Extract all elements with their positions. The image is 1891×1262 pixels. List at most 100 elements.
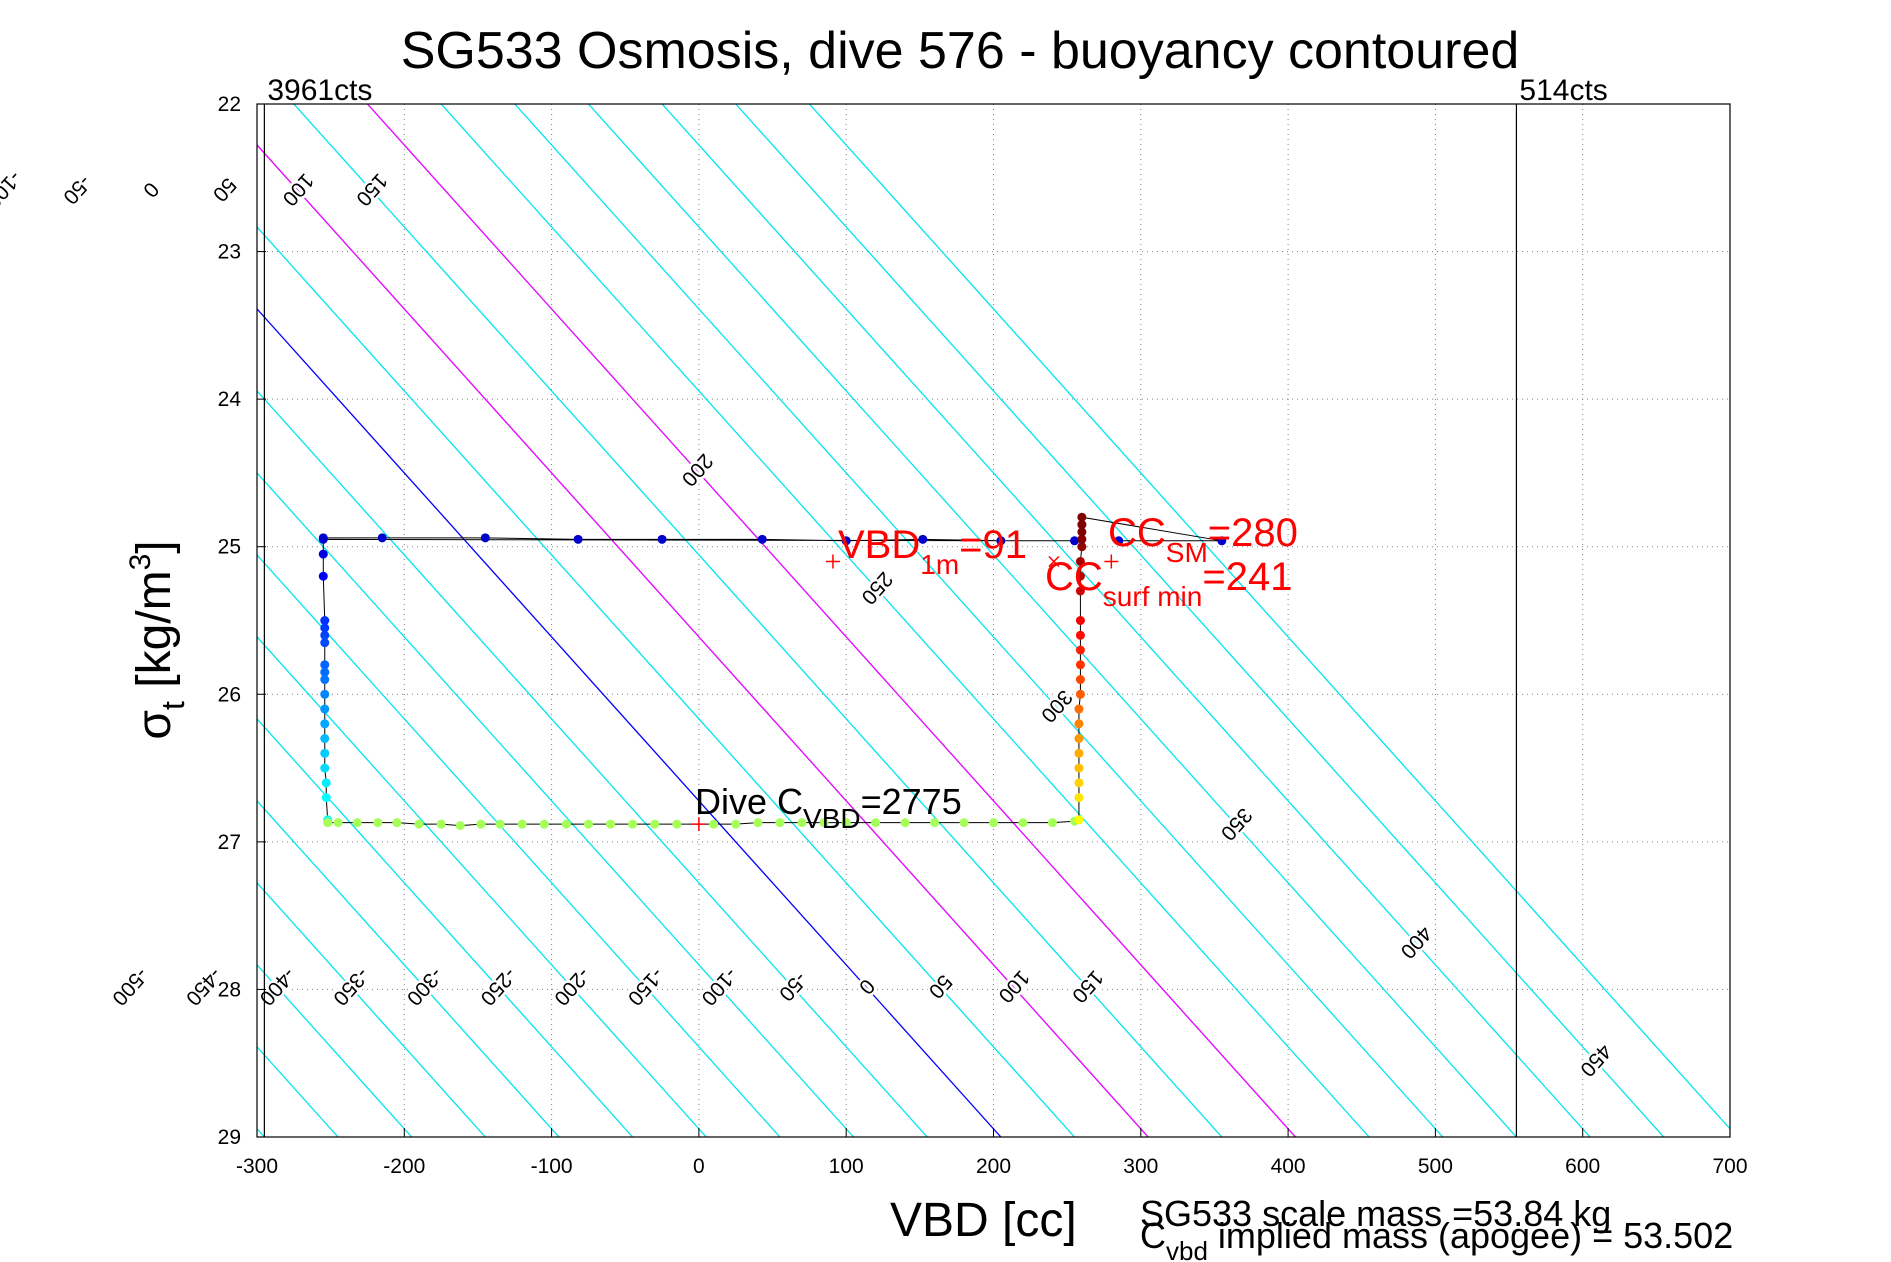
dive-point [871, 818, 881, 828]
climb-point [1074, 815, 1084, 825]
y-tick-label: 26 [218, 683, 241, 706]
chart-title: SG533 Osmosis, dive 576 - buoyancy conto… [401, 22, 1520, 80]
dive-point [320, 675, 330, 685]
dive-point [959, 818, 969, 828]
x-tick-label: 500 [1418, 1155, 1453, 1178]
vbd-1m-marker [825, 554, 840, 569]
contour-label-top: -50 [58, 171, 95, 209]
contour-line-cyan [257, 389, 928, 1137]
x-tick-label: -300 [236, 1155, 278, 1178]
dive-point [753, 818, 763, 828]
climb-point [1074, 748, 1084, 758]
x-axis-label: VBD [cc] [890, 1194, 1077, 1247]
contour-line-cyan [257, 717, 634, 1137]
climb-point [1074, 778, 1084, 788]
climb-point [1075, 689, 1085, 699]
dive-point [606, 819, 616, 829]
x-tick-label: 400 [1271, 1155, 1306, 1178]
dive-point [318, 571, 328, 581]
dive-point [476, 819, 486, 829]
dive-point [797, 818, 807, 828]
dive-trace [318, 512, 1227, 832]
cc-surf-min-marker [1048, 555, 1060, 568]
dive-point [318, 549, 328, 559]
dive-point [583, 819, 593, 829]
cc-surf-min-label: CCsurf min=241 [1045, 555, 1292, 612]
dive-point [1070, 536, 1080, 546]
dive-point [841, 818, 851, 828]
climb-point [1077, 534, 1087, 544]
count-limit-label: 3961cts [267, 74, 372, 107]
plot-frame [256, 103, 1731, 1138]
climb-point [1074, 734, 1084, 744]
dive-point [320, 638, 330, 648]
count-limit-lines: 3961cts 514cts [263, 74, 1608, 1137]
climb-point [1075, 616, 1085, 625]
dive-point [321, 778, 331, 788]
dive-point [377, 533, 387, 543]
dive-point [989, 818, 998, 828]
contour-line-cyan [257, 799, 560, 1137]
dive-cvbd-label: Dive CVBD=2775 [695, 781, 962, 834]
x-tick-label: 200 [976, 1155, 1011, 1178]
dive-point [414, 819, 424, 829]
climb-point [1077, 527, 1087, 537]
dive-point [775, 818, 785, 828]
contour-label-top: 0 [138, 177, 163, 201]
x-tick-label: 600 [1565, 1155, 1600, 1178]
climb-point [1075, 586, 1085, 596]
dive-point [333, 818, 343, 828]
contour-line-cyan [257, 881, 486, 1137]
dive-point [709, 819, 719, 829]
climb-point [1075, 660, 1085, 670]
climb-point [1074, 704, 1084, 714]
dive-point [731, 819, 741, 829]
x-tick-label: -200 [383, 1155, 425, 1178]
contour-line-cyan [514, 104, 1444, 1137]
dive-point [320, 704, 330, 714]
dive-point [672, 819, 682, 829]
y-tick-label: 25 [218, 536, 241, 559]
implied-mass-text: Cvbd implied mass (apogee) = 53.502 [1140, 1215, 1733, 1262]
dive-point [321, 793, 331, 803]
dive-point [539, 819, 549, 829]
dive-point [757, 534, 767, 544]
y-tick-label: 23 [218, 241, 241, 264]
contour-line-cyan [257, 635, 707, 1137]
climb-point [1075, 571, 1085, 581]
contour-line-cyan [257, 471, 855, 1137]
contour-line-cyan [293, 104, 1223, 1137]
dive-point [650, 819, 660, 829]
dive-point [657, 534, 667, 544]
y-tick-label: 27 [218, 831, 241, 854]
climb-point [1077, 520, 1087, 530]
contour-label-top: -100 [0, 166, 26, 213]
climb-point [1077, 542, 1087, 552]
dive-point [320, 734, 330, 744]
contour-line-cyan [257, 553, 781, 1137]
x-tick-label: 100 [829, 1155, 864, 1178]
grid [257, 104, 1730, 1137]
dive-point [436, 819, 446, 829]
dive-point [918, 534, 928, 544]
x-tick-label: -100 [531, 1155, 573, 1178]
dive-point [573, 534, 583, 544]
dive-point [455, 821, 465, 831]
dive-point [1018, 818, 1028, 828]
dive-point [352, 818, 362, 828]
y-tick-label: 24 [218, 388, 242, 411]
dive-point [373, 818, 383, 828]
dive-point [320, 616, 330, 625]
y-axis-label: σt [kg/m3] [124, 540, 191, 739]
dive-point [320, 623, 330, 633]
dive-point [517, 819, 527, 829]
dive-point [900, 818, 910, 828]
surface-point [1114, 536, 1124, 546]
climb-point [1074, 793, 1084, 803]
surface-point [1217, 536, 1227, 546]
dive-point [320, 667, 330, 677]
dive-point [628, 819, 638, 829]
climb-point [1077, 512, 1087, 522]
dive-cvbd-marker [691, 817, 706, 832]
x-tick-label: 700 [1712, 1155, 1747, 1178]
